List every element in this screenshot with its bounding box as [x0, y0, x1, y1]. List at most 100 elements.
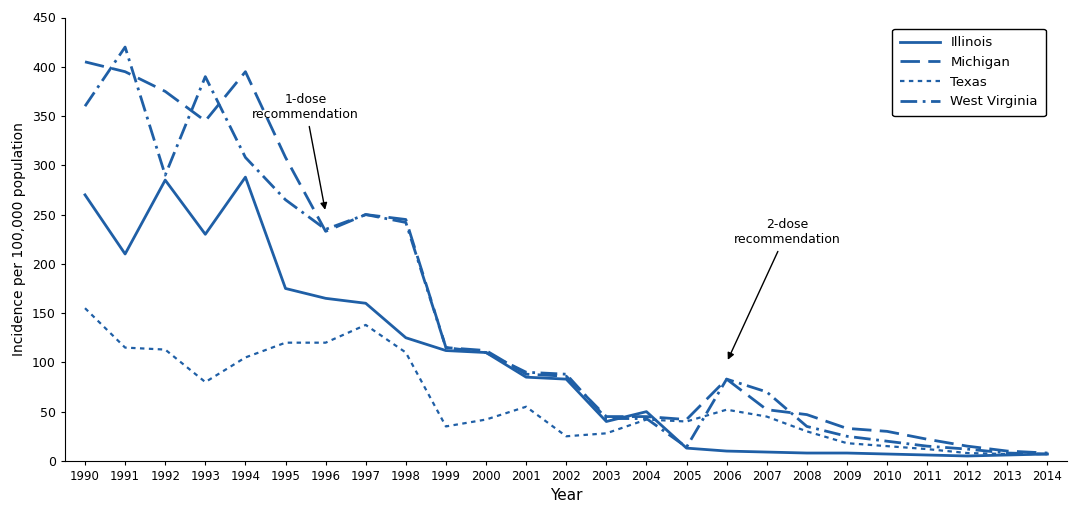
Texas [800, 428, 813, 434]
Michigan [920, 436, 933, 442]
Illinois [640, 409, 653, 415]
X-axis label: Year: Year [550, 489, 582, 504]
Illinois [480, 349, 492, 356]
West Virginia [760, 389, 773, 395]
West Virginia [279, 197, 292, 203]
Texas [760, 413, 773, 420]
Texas [961, 450, 974, 456]
Text: 2-dose
recommendation: 2-dose recommendation [728, 218, 840, 359]
West Virginia [440, 345, 453, 351]
Michigan [961, 443, 974, 449]
Texas [519, 404, 532, 410]
Texas [599, 430, 612, 437]
Michigan [199, 118, 212, 124]
Michigan [360, 212, 373, 218]
Illinois [599, 418, 612, 425]
Texas [1041, 451, 1054, 457]
West Virginia [480, 349, 492, 356]
West Virginia [319, 226, 332, 232]
West Virginia [720, 376, 733, 382]
Michigan [1041, 450, 1054, 456]
Texas [880, 443, 893, 449]
Illinois [760, 449, 773, 455]
West Virginia [640, 415, 653, 422]
West Virginia [79, 103, 92, 109]
West Virginia [880, 438, 893, 444]
West Virginia [519, 369, 532, 375]
Illinois [159, 177, 172, 183]
Texas [480, 416, 492, 423]
Michigan [119, 69, 132, 75]
Michigan [239, 69, 252, 75]
Illinois [1041, 451, 1054, 457]
West Virginia [159, 172, 172, 178]
Illinois [880, 451, 893, 457]
West Virginia [199, 73, 212, 79]
Illinois [319, 295, 332, 301]
Illinois [840, 450, 853, 456]
Michigan [440, 345, 453, 351]
Line: Texas: Texas [85, 308, 1048, 454]
Michigan [680, 416, 693, 423]
Texas [79, 305, 92, 311]
Texas [720, 407, 733, 413]
Illinois [680, 445, 693, 451]
Illinois [800, 450, 813, 456]
Text: 1-dose
recommendation: 1-dose recommendation [253, 93, 359, 208]
Illinois [400, 335, 413, 341]
Illinois [119, 251, 132, 257]
Texas [1001, 451, 1014, 457]
Michigan [720, 376, 733, 382]
Michigan [319, 228, 332, 234]
Texas [680, 418, 693, 425]
West Virginia [961, 446, 974, 452]
Illinois [519, 374, 532, 380]
Michigan [599, 413, 612, 420]
Michigan [880, 428, 893, 434]
Illinois [961, 453, 974, 459]
West Virginia [559, 371, 572, 377]
Michigan [400, 216, 413, 222]
Michigan [840, 425, 853, 431]
West Virginia [400, 219, 413, 225]
Michigan [279, 154, 292, 160]
Illinois [1001, 452, 1014, 458]
Illinois [720, 448, 733, 454]
Texas [319, 340, 332, 346]
Illinois [440, 347, 453, 353]
Michigan [159, 88, 172, 94]
West Virginia [920, 443, 933, 449]
West Virginia [599, 415, 612, 422]
Illinois [920, 452, 933, 458]
Illinois [559, 376, 572, 382]
Michigan [480, 347, 492, 353]
Texas [199, 379, 212, 385]
Texas [559, 433, 572, 440]
Texas [920, 446, 933, 452]
Line: Michigan: Michigan [85, 62, 1048, 453]
Illinois [360, 300, 373, 307]
Illinois [239, 174, 252, 180]
Texas [119, 345, 132, 351]
Michigan [559, 373, 572, 379]
Illinois [279, 285, 292, 292]
Texas [840, 440, 853, 446]
West Virginia [119, 44, 132, 50]
Michigan [760, 407, 773, 413]
Legend: Illinois, Michigan, Texas, West Virginia: Illinois, Michigan, Texas, West Virginia [892, 28, 1045, 116]
Texas [400, 349, 413, 356]
Texas [360, 322, 373, 328]
Texas [440, 423, 453, 429]
West Virginia [360, 212, 373, 218]
West Virginia [1001, 450, 1014, 456]
Michigan [519, 371, 532, 377]
West Virginia [239, 154, 252, 160]
Line: Illinois: Illinois [85, 177, 1048, 456]
Michigan [800, 411, 813, 417]
Illinois [199, 231, 212, 237]
West Virginia [800, 423, 813, 429]
Y-axis label: Incidence per 100,000 population: Incidence per 100,000 population [13, 122, 27, 356]
West Virginia [680, 444, 693, 450]
Line: West Virginia: West Virginia [85, 47, 1048, 454]
Michigan [640, 413, 653, 420]
